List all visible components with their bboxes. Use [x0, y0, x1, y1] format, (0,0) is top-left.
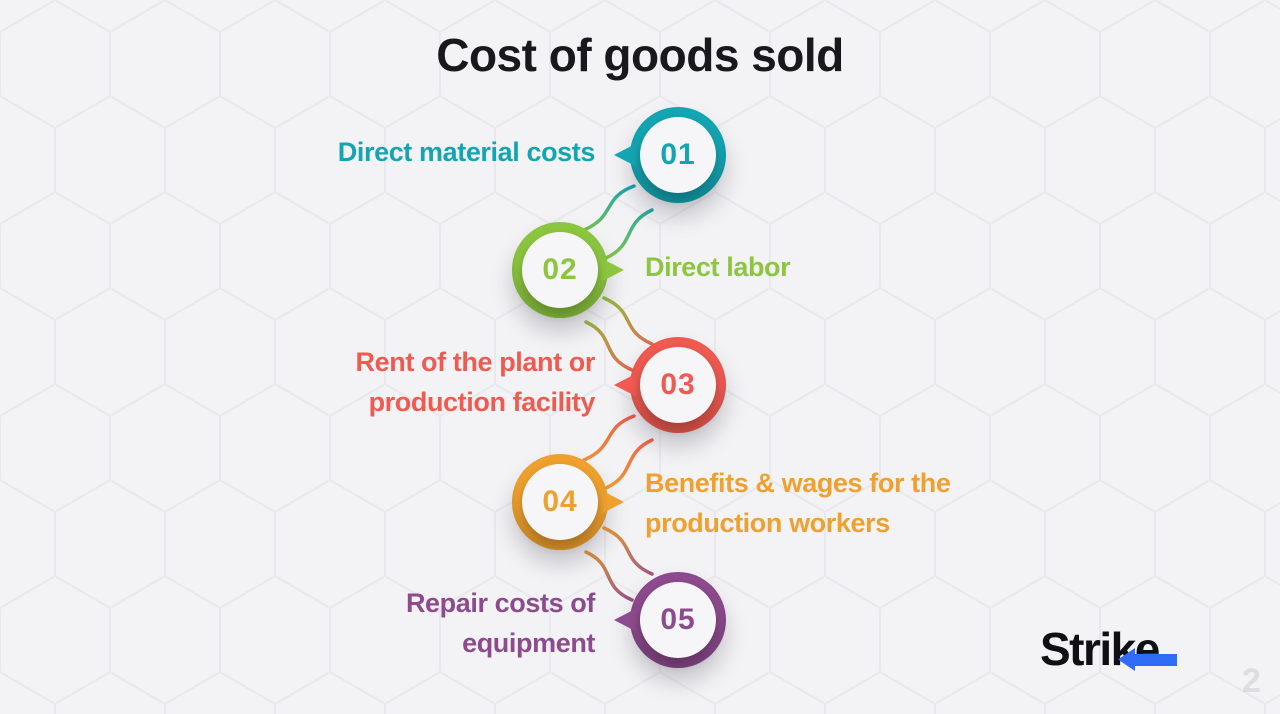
step-label-line: Rent of the plant or: [355, 347, 596, 377]
step-number-02: 02: [542, 253, 578, 286]
step-label-line: Repair costs of: [405, 588, 595, 618]
strike-logo-arrow-icon: [1118, 648, 1177, 671]
step-label-01: Direct material costs: [250, 132, 596, 172]
step-number-01: 01: [660, 138, 696, 171]
pointer-tail-right-icon: [602, 490, 624, 514]
strike-logo: Strike: [1040, 626, 1177, 682]
step-circle-05-inner: 05: [640, 582, 716, 658]
step-label-04: Benefits & wages for the production work…: [645, 463, 1065, 543]
step-label-line: production workers: [645, 508, 890, 538]
step-label-05: Repair costs of equipment: [250, 583, 595, 663]
step-label-line: Direct labor: [645, 252, 791, 282]
pointer-tail-left-icon: [614, 373, 636, 397]
arrow-head-icon: [1118, 648, 1135, 671]
pointer-tail-right-icon: [602, 258, 624, 282]
arrow-shaft: [1134, 653, 1177, 666]
step-circle-03: 03: [614, 337, 726, 433]
step-circle-04: 04: [512, 454, 624, 550]
step-label-line: production facility: [368, 387, 596, 417]
step-label-line: Direct material costs: [337, 137, 596, 167]
step-circle-02: 02: [512, 222, 624, 318]
watermark-digit: 2: [1242, 662, 1261, 700]
step-number-05: 05: [660, 603, 696, 636]
step-circle-01-inner: 01: [640, 117, 716, 193]
step-number-04: 04: [542, 485, 578, 518]
step-circle-03-inner: 03: [640, 347, 716, 423]
step-circle-01: 01: [614, 107, 726, 203]
step-circle-02-inner: 02: [522, 232, 598, 308]
pointer-tail-left-icon: [614, 143, 636, 167]
step-circle-04-inner: 04: [522, 464, 598, 540]
step-number-03: 03: [660, 368, 696, 401]
step-label-03: Rent of the plant or production facility: [250, 342, 596, 422]
step-label-line: Benefits & wages for the: [645, 468, 951, 498]
step-label-02: Direct labor: [645, 247, 1065, 287]
step-circle-05: 05: [614, 572, 726, 668]
pointer-tail-left-icon: [614, 608, 636, 632]
page-title: Cost of goods sold: [436, 29, 844, 81]
step-label-line: equipment: [462, 628, 595, 658]
